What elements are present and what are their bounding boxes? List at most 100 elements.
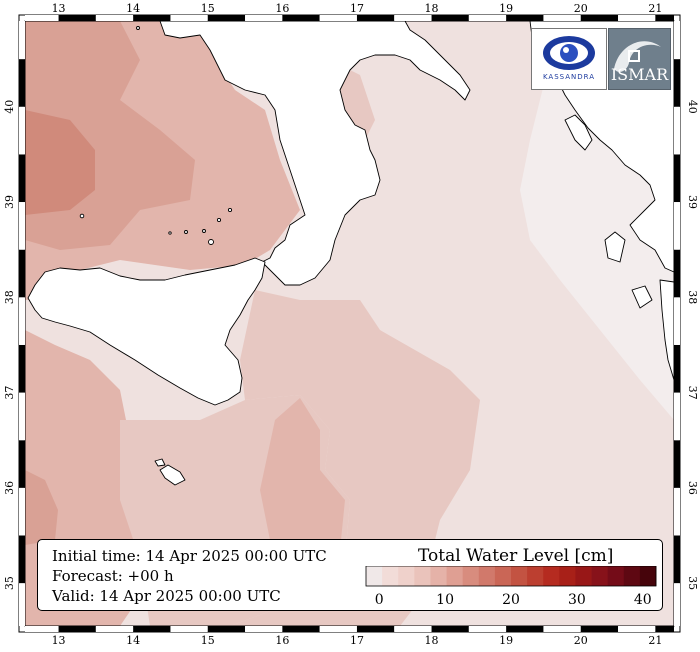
- frame-stripe: [468, 15, 507, 21]
- frame-stripe: [674, 535, 680, 584]
- colorbar-swatch: [527, 566, 544, 586]
- ismar-logo-text: ISMAR: [610, 65, 669, 84]
- longitude-label-bottom: 20: [574, 634, 588, 647]
- ismar-wave-icon: [614, 41, 661, 72]
- frame-stripe: [674, 297, 680, 345]
- frame-stripe: [282, 626, 320, 632]
- level-band-south-central-deep: [260, 398, 345, 570]
- longitude-label-bottom: 14: [126, 634, 140, 647]
- frame-stripe: [19, 154, 25, 203]
- colorbar-tick-label: 30: [568, 592, 586, 608]
- info-legend-box: Initial time: 14 Apr 2025 00:00 UTC Fore…: [37, 539, 663, 611]
- frame-stripe: [356, 626, 395, 632]
- latitude-label-right: 35: [686, 576, 699, 590]
- frame-stripe: [580, 15, 619, 21]
- frame-stripe: [319, 15, 357, 21]
- frame-stripe: [19, 487, 25, 536]
- colorbar-swatch: [575, 566, 592, 586]
- gozo-island: [154, 458, 166, 467]
- valid-time-text: Valid: 14 Apr 2025 00:00 UTC: [52, 587, 281, 605]
- legend-title: Total Water Level [cm]: [418, 546, 614, 566]
- latitude-label-right: 39: [686, 195, 699, 209]
- longitude-label-top: 15: [201, 2, 215, 15]
- frame-stripe: [431, 626, 469, 632]
- corfu-island: [564, 114, 593, 151]
- frame-stripe: [674, 106, 680, 155]
- zakynthos-island: [631, 285, 653, 309]
- frame-stripe: [674, 202, 680, 250]
- frame-stripe: [95, 626, 134, 632]
- frame-stripe: [674, 59, 680, 107]
- frame-stripe: [580, 626, 619, 632]
- frame-stripe: [19, 202, 25, 250]
- frame-stripe: [319, 626, 357, 632]
- frame-stripe: [19, 249, 25, 298]
- frame-stripe: [245, 626, 283, 632]
- kefalonia-island: [604, 231, 626, 263]
- frame-stripe: [133, 626, 171, 632]
- longitude-label-bottom: 13: [52, 634, 66, 647]
- longitude-label-top: 21: [648, 2, 662, 15]
- colorbar-swatch: [543, 566, 560, 586]
- colorbar-tick-label: 10: [436, 592, 454, 608]
- longitude-label-bottom: 19: [499, 634, 513, 647]
- colorbar-swatch: [414, 566, 431, 586]
- level-band-west-deep: [25, 110, 95, 215]
- frame-stripe: [356, 15, 395, 21]
- colorbar-swatch: [607, 566, 625, 586]
- frame-stripe: [95, 15, 134, 21]
- frame-stripe: [674, 487, 680, 536]
- frame-stripe: [468, 626, 507, 632]
- frame-stripe: [655, 15, 674, 21]
- colorbar-tick-label: 40: [634, 592, 652, 608]
- map-frame: [18, 14, 681, 633]
- frame-stripe: [618, 626, 656, 632]
- sicily-land: [27, 257, 266, 406]
- frame-stripe: [674, 249, 680, 298]
- colorbar-swatch: [366, 566, 383, 586]
- aeolian-island: [216, 217, 222, 223]
- ismar-logo: ISMAR: [608, 28, 671, 90]
- frame-stripe: [19, 106, 25, 155]
- kassandra-eye-icon: [543, 36, 595, 70]
- latitude-label-left: 36: [3, 481, 16, 495]
- frame-stripe: [674, 392, 680, 441]
- longitude-label-top: 17: [350, 2, 364, 15]
- latitude-label-left: 39: [3, 195, 16, 209]
- aeolian-island: [184, 230, 188, 234]
- frame-stripe: [58, 15, 96, 21]
- colorbar-swatch: [494, 566, 512, 586]
- aeolian-island: [79, 213, 85, 219]
- kassandra-logo: KASSANDRA: [531, 28, 607, 90]
- longitude-label-top: 13: [52, 2, 66, 15]
- frame-stripe: [506, 15, 544, 21]
- colorbar-tick-label: 20: [502, 592, 520, 608]
- frame-stripe: [394, 15, 432, 21]
- colorbar-swatch: [462, 566, 480, 586]
- frame-stripe: [207, 15, 246, 21]
- frame-stripe: [245, 15, 283, 21]
- colorbar-tick-label: 0: [375, 592, 384, 608]
- frame-stripe: [19, 535, 25, 584]
- latitude-label-right: 40: [686, 100, 699, 114]
- colorbar-swatch: [446, 566, 464, 586]
- frame-stripe: [19, 297, 25, 345]
- level-band-southwest-deep: [25, 470, 58, 545]
- latitude-label-right: 36: [686, 481, 699, 495]
- colorbar-border: [365, 566, 657, 587]
- aeolian-island: [208, 239, 214, 245]
- longitude-label-top: 20: [574, 2, 588, 15]
- frame-stripe: [674, 583, 680, 626]
- frame-stripe: [19, 440, 25, 488]
- frame-stripe: [25, 15, 59, 21]
- frame-stripe: [19, 59, 25, 107]
- aeolian-island: [202, 229, 206, 233]
- colorbar-swatch: [559, 566, 576, 586]
- frame-stripe: [19, 344, 25, 393]
- capri-island: [136, 26, 140, 30]
- frame-stripe: [674, 154, 680, 203]
- frame-stripe: [170, 15, 208, 21]
- frame-stripe: [19, 21, 25, 60]
- colorbar-swatch: [398, 566, 415, 586]
- frame-stripe: [431, 15, 469, 21]
